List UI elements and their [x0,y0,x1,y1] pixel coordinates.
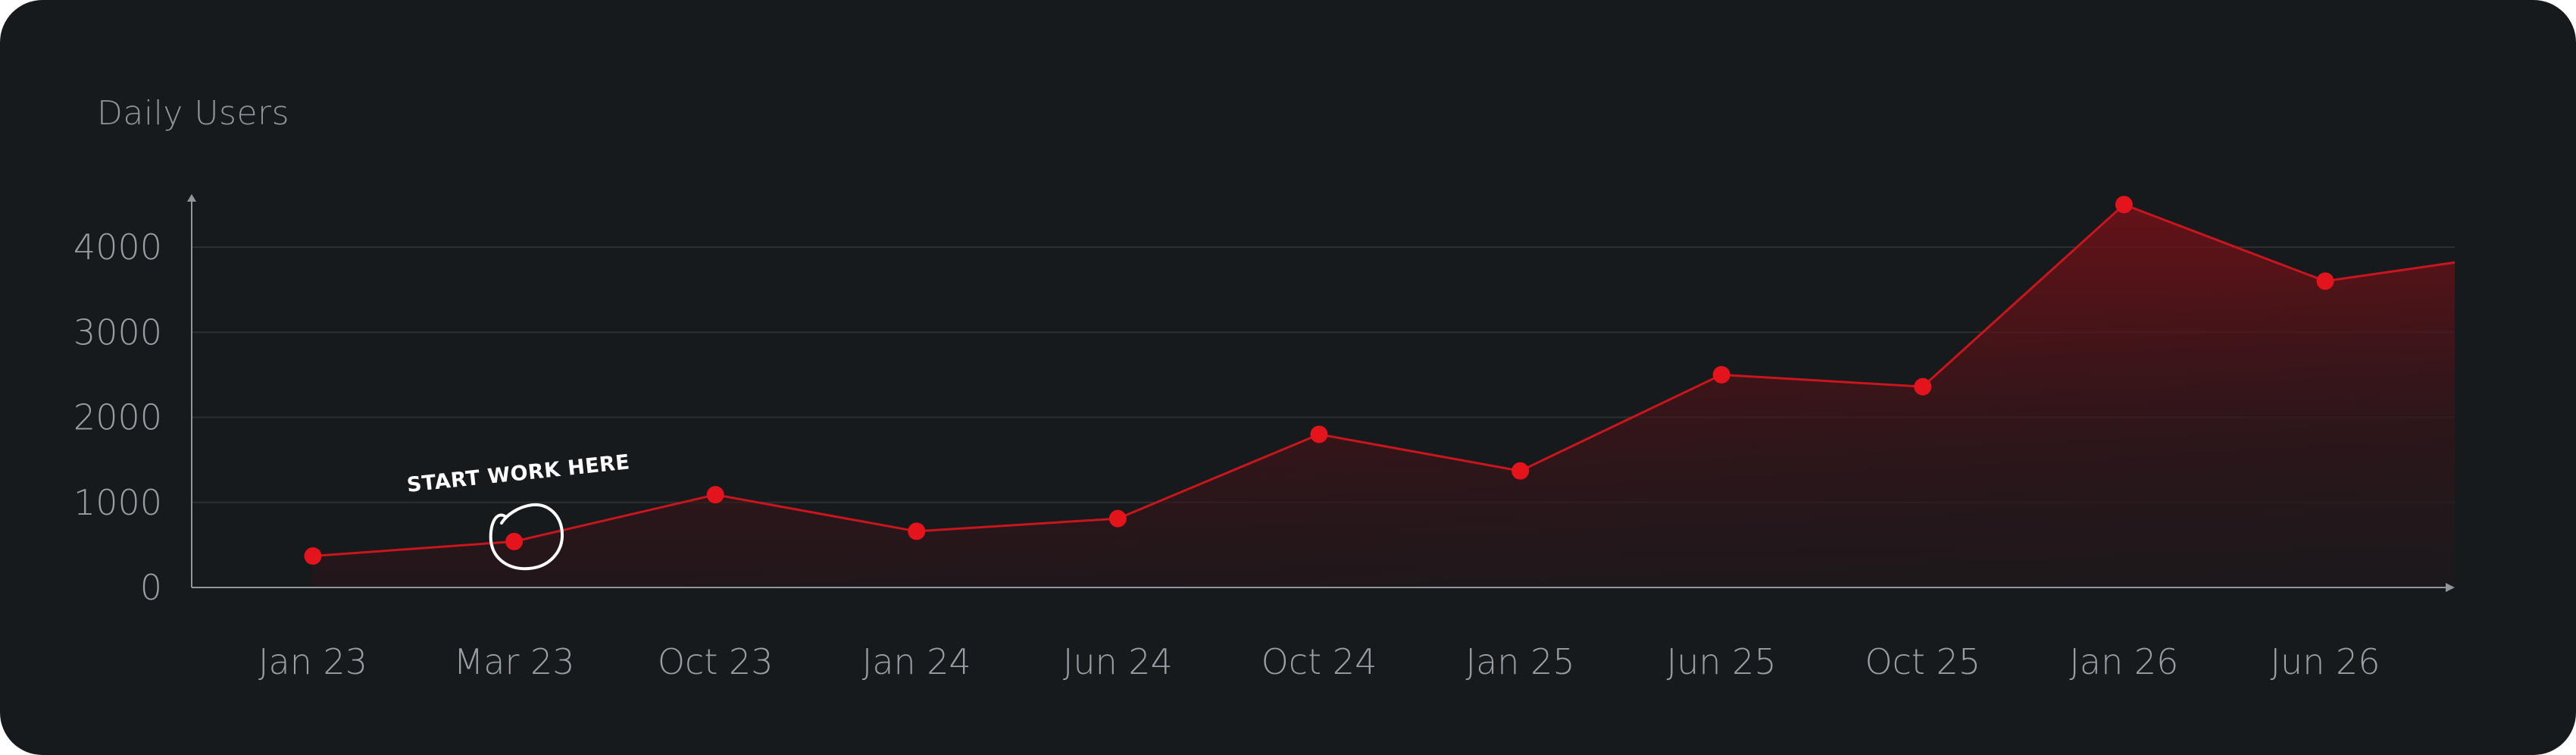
x-tick-label: Mar 23 [454,641,575,682]
y-tick-label: 0 [140,567,162,608]
data-point-jun-26 [2316,272,2334,290]
data-point-oct-24 [1310,425,1328,443]
series-polyline [312,203,2456,557]
y-tick-label: 3000 [73,312,162,352]
x-tick-label: Jan 26 [2069,641,2178,682]
x-tick-label: Jun 24 [1063,641,1173,682]
y-tick-labels: 0 1000 2000 3000 4000 [73,227,162,608]
chart-title: Daily Users [97,94,290,133]
annotation-circle [489,503,564,571]
data-point-oct-25 [1914,378,1932,396]
data-point-jan-26 [2115,196,2133,214]
data-point-jun-24 [1108,509,1127,528]
x-tick-labels: Jan 23 Mar 23 Oct 23 Jan 24 Jun 24 Oct 24 Jan … [258,641,2381,682]
y-axis-arrow [187,194,196,202]
x-tick-label: Oct 25 [1865,641,1980,682]
data-point-jun-25 [1712,365,1730,384]
data-point-jan-24 [908,522,926,540]
annotation-text: START WORK HERE [405,450,630,497]
data-points [304,196,2334,565]
series-line [312,203,2456,557]
area-fill [313,204,2455,587]
x-tick-label: Jun 25 [1667,641,1777,682]
x-tick-label: Jun 26 [2270,641,2380,682]
data-point-mar-23 [505,532,524,550]
data-point-jan-23 [304,547,322,565]
data-point-jan-25 [1512,462,1530,480]
y-tick-label: 4000 [73,227,162,268]
y-tick-label: 1000 [73,482,162,523]
x-tick-label: Jan 23 [258,641,367,682]
x-axis-arrow [2446,583,2455,592]
x-tick-label: Jan 24 [862,641,971,682]
axes [187,194,2455,592]
x-tick-label: Oct 24 [1261,641,1377,682]
data-point-oct-23 [706,486,724,504]
area-shade [313,204,2455,587]
x-tick-label: Jan 25 [1466,641,1575,682]
x-tick-label: Oct 23 [658,641,774,682]
y-tick-label: 2000 [73,397,162,438]
